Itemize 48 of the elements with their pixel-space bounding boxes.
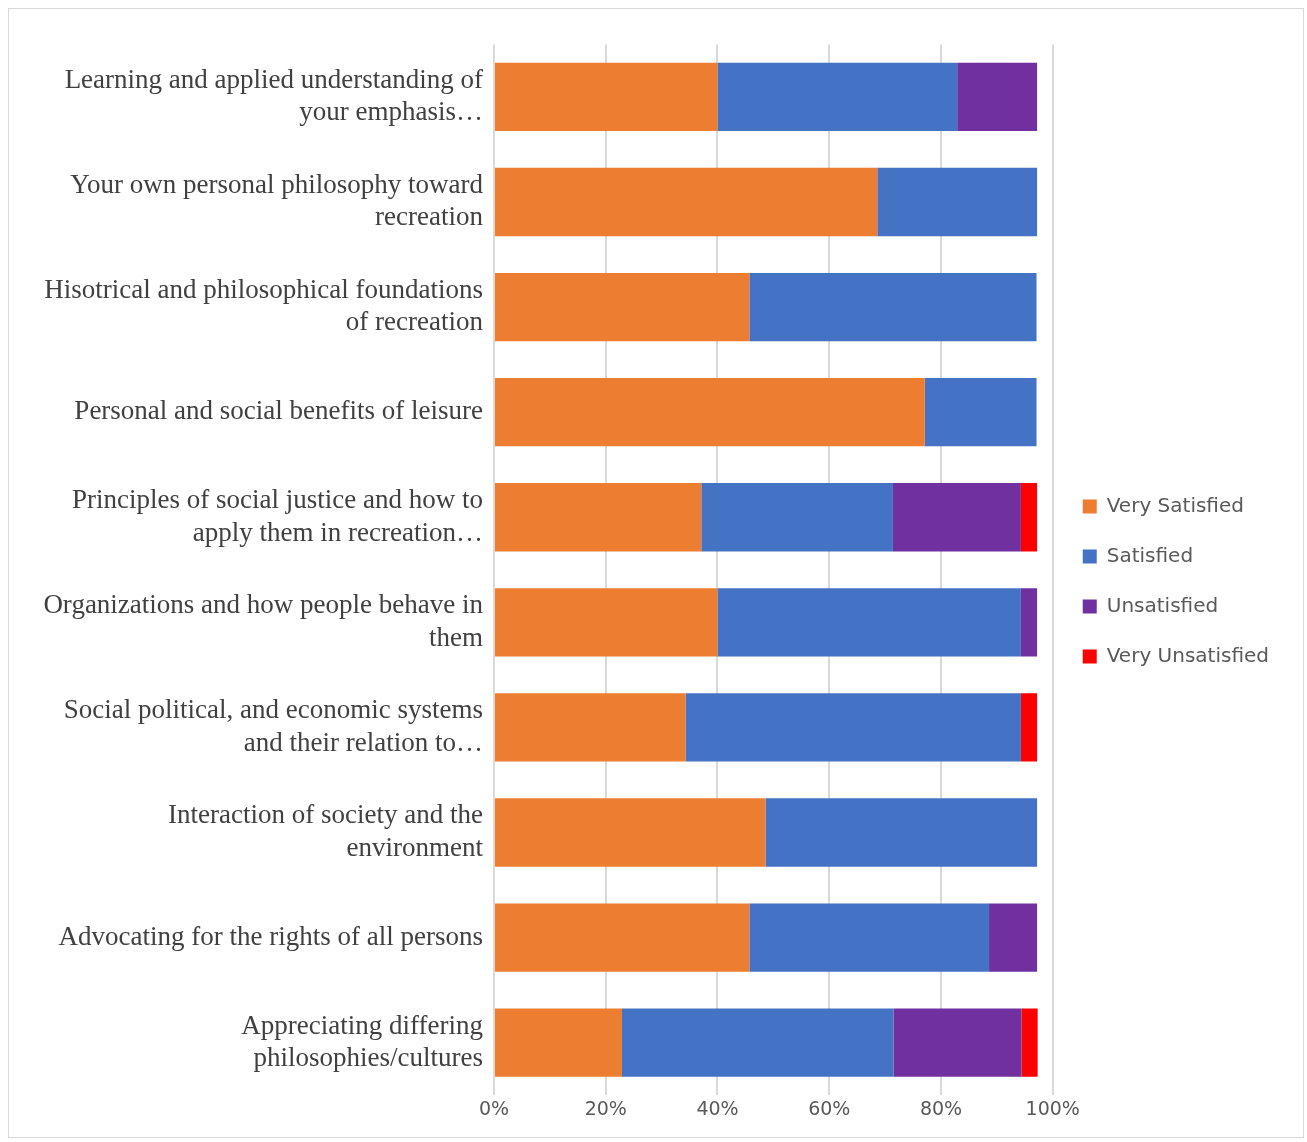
legend-label: Very Satisfied — [1106, 492, 1244, 517]
y-tick-label: Interaction of society and the environment — [168, 799, 484, 862]
legend-label: Unsatisfied — [1106, 592, 1219, 617]
y-tick-label: Appreciating differing philosophies/cultures — [241, 1009, 483, 1072]
y-tick-label: Personal and social benefits of leisure — [74, 395, 483, 426]
bar — [685, 693, 1021, 762]
x-tick-label: 100% — [1025, 1096, 1080, 1119]
legend-label: Satisfied — [1106, 542, 1194, 567]
x-tick-label: 60% — [808, 1096, 851, 1119]
bar — [1021, 1008, 1038, 1077]
x-tick-label: 40% — [696, 1096, 739, 1119]
bar — [495, 693, 686, 762]
bar — [495, 1008, 622, 1077]
y-tick-label: Hisotrical and philosophical foundations of recreation — [44, 273, 484, 337]
y-tick-label: Learning and applied understanding of your emphasis… — [64, 63, 483, 127]
bar — [749, 903, 990, 972]
bar — [495, 798, 766, 867]
bar — [893, 1008, 1022, 1077]
y-tick-label: Social political, and economic systems and their relation to… — [63, 694, 483, 757]
x-tick-label: 20% — [584, 1096, 627, 1119]
bar — [989, 903, 1038, 972]
bar — [621, 1008, 894, 1077]
bar — [717, 588, 1021, 657]
y-tick-label: Advocating for the rights of all persons — [58, 920, 483, 951]
bar — [1020, 693, 1038, 762]
x-tick-label: 0% — [478, 1096, 510, 1119]
bar — [495, 378, 925, 447]
bar — [717, 62, 958, 132]
legend-label: Very Unsatisfied — [1106, 642, 1270, 667]
y-tick-label: Organizations and how people behave in them — [43, 589, 484, 652]
bar — [495, 62, 718, 132]
bar — [957, 62, 1038, 132]
bar — [495, 272, 750, 342]
y-tick-label: Your own personal philosophy toward recreation — [70, 168, 484, 232]
bar — [877, 167, 1038, 237]
bar — [1020, 483, 1038, 552]
bar — [495, 483, 702, 552]
bar — [495, 167, 878, 237]
bar — [701, 483, 893, 552]
bar — [1020, 588, 1038, 657]
bar — [749, 272, 1037, 342]
y-tick-label: Principles of social justice and how to apply them in recreation… — [72, 484, 483, 547]
x-tick-label: 80% — [919, 1096, 963, 1119]
bar — [495, 903, 750, 972]
bar — [765, 798, 1038, 867]
bar — [924, 378, 1037, 447]
bar — [495, 588, 718, 657]
bar — [892, 483, 1021, 552]
